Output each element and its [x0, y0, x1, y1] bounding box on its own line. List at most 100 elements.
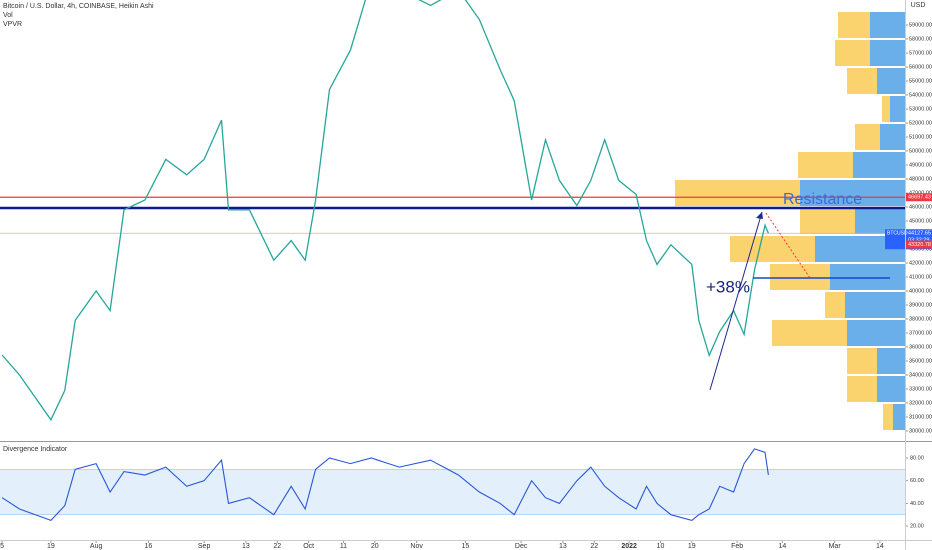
profile-bar: [800, 208, 855, 235]
x-tick-label: 22: [590, 543, 598, 550]
y-tick-label: 53000.00: [909, 106, 932, 112]
header-title: Bitcoin / U.S. Dollar, 4h, COINBASE, Hei…: [3, 3, 154, 10]
profile-bar: [845, 292, 905, 318]
y-tick-label: 46000.00: [909, 204, 932, 210]
y-tick-label: 39000.00: [909, 302, 932, 308]
currency: USD: [911, 2, 926, 9]
profile-bar: [772, 319, 847, 346]
profile-bar: [877, 68, 905, 95]
profile-bar: [847, 68, 877, 95]
y-tick-label: 51000.00: [909, 134, 932, 140]
profile-bar: [870, 40, 905, 67]
x-tick-label: 14: [778, 543, 786, 550]
price-pane: +38% Resistance: [0, 0, 905, 422]
y-tick-label: 57000.00: [909, 50, 932, 56]
last-price-label: 44127.65: [908, 231, 931, 237]
x-tick-label: 5: [0, 543, 4, 550]
x-tick-label: Nov: [410, 543, 423, 550]
x-tick-label: Dec: [515, 543, 528, 550]
price-line: [1, 0, 769, 422]
indicator-band: [0, 469, 905, 515]
x-tick-label: 22: [273, 543, 281, 550]
y-tick-label: 60.00: [910, 478, 924, 484]
annotation: +38%: [706, 277, 750, 296]
x-tick-label: 16: [144, 543, 152, 550]
prev-price-label: 43320.78: [908, 242, 931, 248]
x-tick-label: 2022: [621, 543, 637, 550]
volume-profile: [675, 12, 905, 430]
profile-bar: [825, 292, 845, 318]
profile-bar: [838, 12, 870, 39]
profile-bar: [880, 124, 905, 151]
profile-bar: [893, 403, 905, 430]
profile-bar: [877, 375, 905, 402]
y-tick-label: 33000.00: [909, 386, 932, 392]
axes: 30000.00 31000.00 32000.00 33000.00 34000.00…: [0, 22, 932, 550]
x-tick-label: 10: [657, 543, 665, 550]
trend-arrow: [709, 211, 763, 391]
x-tick-label: Mar: [829, 543, 842, 550]
indicator-title: Divergence Indicator: [3, 446, 68, 453]
y-tick-label: 59000.00: [909, 22, 932, 28]
prev-tag: [906, 240, 932, 249]
y-tick-label: 40000.00: [909, 288, 932, 294]
y-tick-label: 50000.00: [909, 148, 932, 154]
x-tick-label: Aug: [90, 543, 103, 550]
x-tick-label: 11: [340, 543, 347, 550]
y-tick-label: 49000.00: [909, 162, 932, 168]
profile-bar: [883, 403, 893, 430]
indicator-line: [1, 448, 769, 522]
x-tick-label: 13: [242, 543, 250, 550]
x-tick-label: 15: [461, 543, 469, 550]
x-tick-label: Feb: [731, 543, 743, 550]
indicator-pane: [0, 448, 905, 522]
x-tick-label: Oct: [303, 543, 314, 550]
y-tick-label: 54000.00: [909, 92, 932, 98]
annotation: Resistance: [783, 191, 862, 208]
profile-bar: [855, 124, 880, 151]
profile-bar: [730, 236, 815, 263]
header-vol: Vol: [3, 12, 13, 19]
profile-bar: [798, 152, 853, 179]
resistance-tag: [906, 193, 932, 202]
y-tick-label: 48000.00: [909, 176, 932, 182]
profile-bar: [890, 96, 905, 123]
y-tick-label: 80.00: [910, 455, 924, 461]
arrow-head: [756, 212, 763, 219]
profile-bar: [853, 152, 905, 179]
profile-bar: [675, 180, 800, 207]
x-tick-label: 19: [688, 543, 696, 550]
x-tick-label: Sep: [198, 543, 211, 550]
profile-bar: [877, 347, 905, 374]
y-tick-label: 31000.00: [909, 414, 932, 420]
header-vpvr: VPVR: [3, 21, 22, 28]
y-tick-label: 40.00: [910, 501, 924, 507]
x-tick-label: 14: [876, 543, 884, 550]
projection: [765, 212, 811, 279]
x-tick-label: 19: [47, 543, 55, 550]
x-tick-label: 20: [371, 543, 379, 550]
y-tick-label: 30000.00: [909, 428, 932, 434]
profile-bar: [800, 180, 905, 207]
y-tick-label: 20.00: [910, 523, 924, 529]
profile-bar: [830, 264, 905, 291]
y-tick-label: 41000.00: [909, 274, 932, 280]
profile-bar: [882, 96, 890, 123]
y-tick-label: 56000.00: [909, 64, 932, 70]
y-tick-label: 55000.00: [909, 78, 932, 84]
profile-bar: [835, 40, 870, 67]
y-tick-label: 45000.00: [909, 218, 932, 224]
symbol-label: BTCUSD: [887, 231, 908, 237]
profile-bar: [870, 12, 905, 39]
y-tick-label: 43000.00: [909, 246, 932, 252]
profile-bar: [847, 347, 877, 374]
y-tick-label: 42000.00: [909, 260, 932, 266]
y-tick-label: 32000.00: [909, 400, 932, 406]
y-tick-label: 38000.00: [909, 316, 932, 322]
y-tick-label: 58000.00: [909, 36, 932, 42]
resistance-label: 46697.43: [908, 195, 931, 201]
profile-bar: [847, 319, 905, 346]
profile-bar: [770, 264, 830, 291]
y-tick-label: 35000.00: [909, 358, 932, 364]
